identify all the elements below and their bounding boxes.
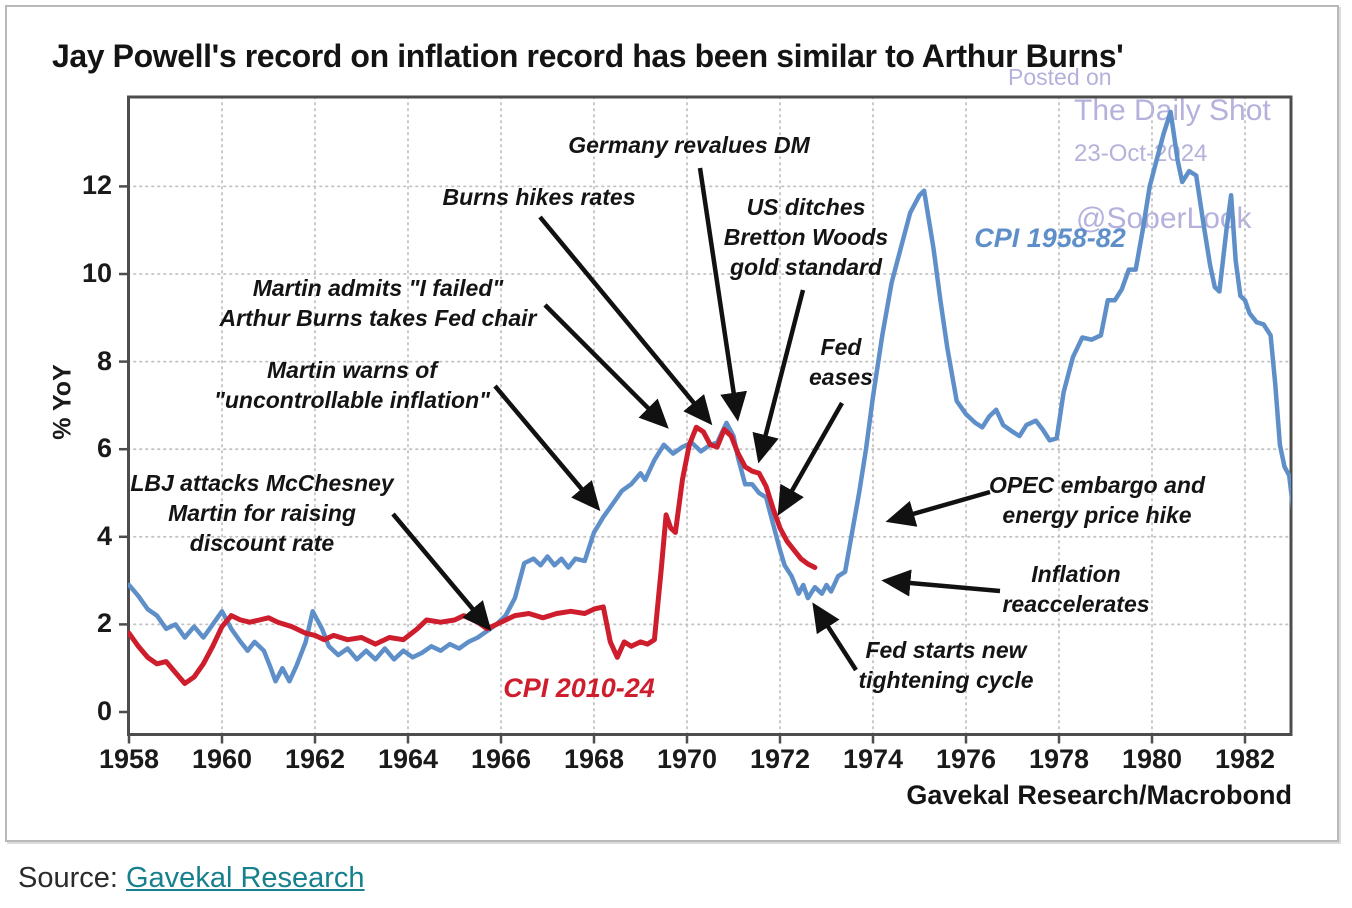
axis-tick-marks: [119, 185, 1247, 744]
annotation-line: discount rate: [189, 530, 335, 556]
annotation-line: Arthur Burns takes Fed chair: [219, 305, 537, 331]
annotation-arrow-germany-revalues: [697, 167, 748, 422]
x-tick-label: 1972: [749, 744, 811, 774]
annotation-arrow-us-ditches-bretton-woods: [752, 289, 806, 464]
x-tick-label: 1964: [377, 744, 439, 774]
y-axis-title: % YoY: [48, 364, 77, 440]
source-line: Source: Gavekal Research: [18, 862, 365, 895]
annotation-burns-hikes: Burns hikes rates: [442, 182, 635, 212]
series-line-cpi-2010-24: [128, 424, 818, 686]
x-tick-label: 1962: [284, 744, 346, 774]
annotation-line: Fed starts new: [865, 637, 1027, 663]
annotation-arrow-fed-starts-tightening: [812, 602, 858, 672]
annotation-germany-revalues: Germany revalues DM: [568, 130, 810, 160]
source-link[interactable]: Gavekal Research: [126, 862, 365, 894]
annotation-line: gold standard: [729, 254, 883, 280]
y-tick-label: 2: [96, 608, 112, 639]
x-tick-label: 1978: [1028, 744, 1090, 774]
x-tick-label: 1982: [1214, 744, 1276, 774]
data-series: [128, 109, 1291, 686]
annotation-us-ditches-bretton-woods: US ditches Bretton Woods gold standard: [724, 192, 888, 282]
annotation-line: Inflation: [1031, 561, 1121, 587]
y-tick-label: 10: [81, 258, 112, 288]
annotation-line: energy price hike: [1002, 502, 1192, 528]
attribution: Gavekal Research/Macrobond: [906, 780, 1292, 810]
annotation-lbj-attacks: LBJ attacks McChesney Martin for raising d…: [130, 468, 393, 558]
annotation-line: US ditches: [746, 194, 866, 220]
x-tick-label: 1966: [470, 744, 532, 774]
watermark-date: 23-Oct-2024: [1074, 140, 1208, 167]
annotation-martin-warns: Martin warns of "uncontrollable inflation…: [214, 355, 490, 415]
watermark-posted-on: Posted on: [1008, 64, 1112, 90]
x-tick-label: 1958: [98, 744, 160, 774]
watermark-soberlook: @SoberLook: [1076, 202, 1252, 235]
x-tick-label: 1970: [656, 744, 718, 774]
x-tick-label: 1960: [191, 744, 253, 774]
y-tick-label: 8: [96, 345, 112, 376]
annotation-line: Bretton Woods: [723, 224, 889, 250]
annotation-line: LBJ attacks McChesney: [130, 470, 394, 496]
annotation-arrow-fed-eases: [777, 401, 844, 516]
annotation-inflation-reaccelerates: Inflation reaccelerates: [1002, 559, 1149, 619]
annotation-arrow-burns-hikes: [538, 215, 713, 426]
x-tick-label: 1968: [563, 744, 625, 774]
annotation-line: Martin admits "I failed": [252, 275, 504, 301]
annotation-line: Martin for raising: [168, 500, 356, 526]
y-tick-label: 0: [96, 696, 112, 726]
x-tick-label: 1976: [935, 744, 997, 774]
chart-title: Jay Powell's record on inflation record …: [52, 38, 1124, 74]
series-label-cpi-2010-24: CPI 2010-24: [503, 673, 655, 703]
annotation-fed-eases: Fed eases: [809, 332, 873, 392]
watermark-daily-shot: The Daily Shot: [1074, 94, 1271, 127]
annotation-fed-starts-tightening: Fed starts new tightening cycle: [858, 635, 1033, 695]
annotation-line: Martin warns of: [267, 357, 437, 383]
annotation-line: Burns hikes rates: [442, 184, 636, 210]
annotation-arrow-lbj-attacks: [391, 512, 492, 632]
y-tick-label: 12: [81, 170, 112, 201]
annotation-opec-embargo: OPEC embargo and energy price hike: [989, 470, 1205, 530]
annotation-martin-admits: Martin admits "I failed" Arthur Burns tak…: [220, 273, 537, 333]
annotation-line: reaccelerates: [1002, 591, 1150, 617]
annotation-arrow-opec-embargo: [885, 489, 991, 527]
annotation-line: "uncontrollable inflation": [213, 387, 491, 413]
annotation-arrow-martin-admits: [543, 303, 669, 429]
source-prefix: Source:: [18, 862, 126, 894]
plot-frame: [127, 95, 1293, 736]
annotation-line: tightening cycle: [858, 667, 1034, 693]
y-tick-label: 6: [96, 433, 112, 464]
chart-image-border: [5, 5, 1339, 842]
series-line-cpi-1958-82: [128, 109, 1291, 684]
y-tick-label: 4: [96, 520, 112, 551]
annotation-line: eases: [809, 364, 873, 390]
annotation-arrow-martin-warns: [493, 384, 601, 512]
annotation-arrows: [391, 167, 1001, 672]
annotation-line: Fed: [820, 334, 862, 360]
x-tick-label: 1974: [842, 744, 904, 774]
x-tick-label: 1980: [1121, 744, 1183, 774]
annotation-line: Germany revalues DM: [568, 132, 810, 158]
series-label-cpi-1958-82: CPI 1958-82: [974, 223, 1126, 253]
gridlines: [127, 96, 1292, 736]
annotation-arrow-inflation-reaccelerates: [881, 569, 1001, 597]
annotation-line: OPEC embargo and: [989, 472, 1205, 498]
